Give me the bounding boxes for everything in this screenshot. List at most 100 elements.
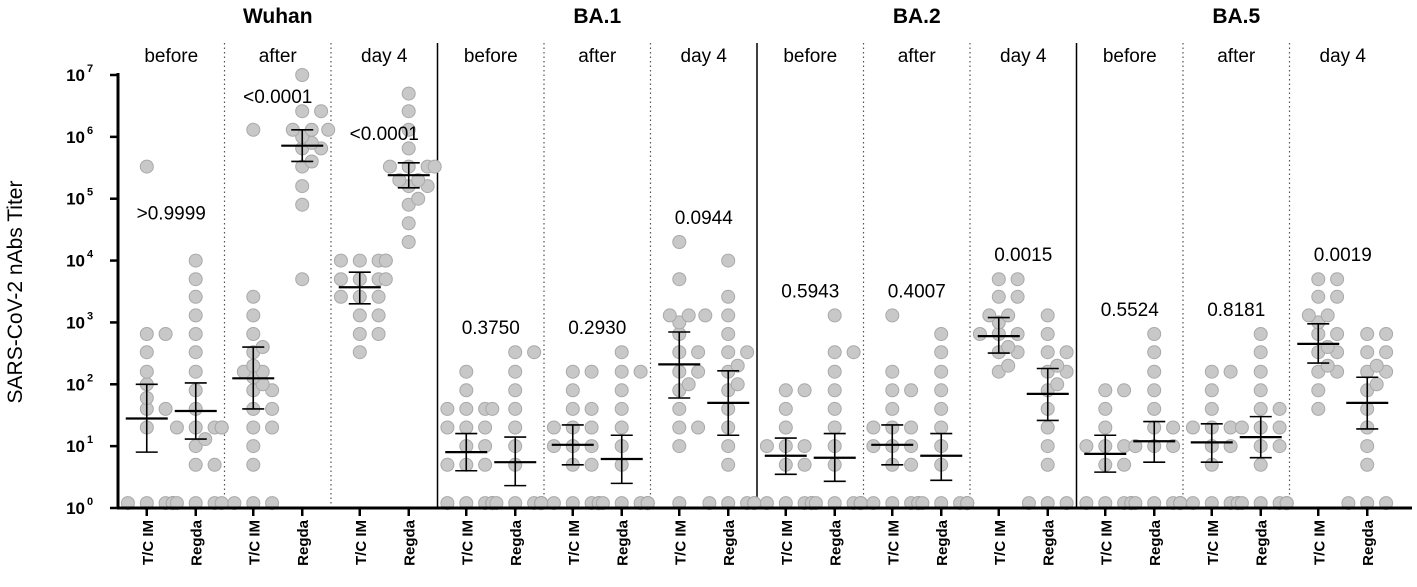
- data-point: [1040, 327, 1055, 341]
- data-point: [207, 457, 222, 472]
- data-point: [1330, 327, 1345, 341]
- data-point: [885, 401, 900, 416]
- data-point: [827, 401, 842, 416]
- data-point: [246, 308, 261, 323]
- data-point: [508, 364, 523, 379]
- data-point: [485, 401, 500, 416]
- group-label: Regda: [721, 519, 738, 566]
- data-point: [246, 289, 261, 304]
- data-point: [440, 401, 455, 416]
- data-point: [672, 235, 687, 249]
- data-point: [1253, 364, 1268, 379]
- data-point: [188, 345, 203, 360]
- group-label: T/C IM: [885, 520, 902, 565]
- timepoint-label: after: [1217, 46, 1256, 67]
- data-point: [730, 358, 745, 373]
- data-point: [691, 345, 706, 360]
- group-label: Regda: [295, 519, 312, 566]
- data-point: [1320, 340, 1335, 354]
- data-point: [295, 104, 310, 119]
- data-point: [1234, 496, 1249, 511]
- data-point: [721, 439, 736, 454]
- p-value-label: >0.9999: [137, 204, 206, 225]
- p-value-label: 0.5524: [1101, 300, 1160, 321]
- data-point: [672, 439, 687, 454]
- data-point: [158, 327, 173, 341]
- data-point: [314, 104, 329, 119]
- data-point: [139, 364, 154, 379]
- y-tick-label-base: 10: [66, 66, 85, 85]
- p-value-label: 0.2930: [568, 318, 626, 339]
- data-point: [440, 496, 455, 511]
- data-point: [1369, 358, 1384, 373]
- data-point: [778, 383, 793, 398]
- data-point: [1010, 327, 1025, 341]
- data-point: [904, 439, 919, 454]
- data-point: [139, 327, 154, 341]
- y-tick-label-base: 10: [66, 128, 85, 147]
- data-point: [1050, 377, 1065, 392]
- p-value-label: <0.0001: [243, 87, 312, 108]
- timepoint-label: after: [578, 46, 617, 67]
- data-point: [1204, 364, 1219, 379]
- data-point: [508, 345, 523, 360]
- data-point: [934, 420, 949, 435]
- group-label: Regda: [1041, 519, 1058, 566]
- data-point: [721, 253, 736, 268]
- data-point: [459, 420, 474, 435]
- y-axis-title-group: SARS-CoV-2 nAbs Titer: [4, 181, 27, 404]
- data-point: [702, 496, 717, 511]
- data-point: [827, 420, 842, 435]
- group-label: Regda: [615, 519, 632, 566]
- data-point: [1253, 457, 1268, 472]
- data-point: [614, 401, 629, 416]
- data-point: [1128, 496, 1143, 511]
- y-tick-label-exponent: 2: [87, 372, 93, 384]
- data-point: [1010, 272, 1025, 287]
- data-point: [188, 364, 203, 379]
- data-point: [1369, 377, 1384, 392]
- data-point: [614, 364, 629, 379]
- data-point: [1166, 439, 1181, 454]
- data-point: [508, 420, 523, 435]
- data-point: [1204, 401, 1219, 416]
- data-point: [866, 420, 881, 435]
- data-point: [1341, 496, 1356, 511]
- variant-title: BA.2: [893, 5, 941, 28]
- data-point: [1001, 340, 1016, 354]
- data-point: [1311, 383, 1326, 398]
- data-point: [401, 122, 416, 137]
- data-point: [827, 383, 842, 398]
- data-point: [934, 345, 949, 360]
- data-point: [1360, 327, 1375, 341]
- group-label: Regda: [1147, 519, 1164, 566]
- data-point: [546, 420, 561, 435]
- mean-error-bars: [125, 129, 1389, 487]
- group-label: T/C IM: [672, 520, 689, 565]
- data-point: [915, 496, 930, 511]
- data-point: [1301, 308, 1316, 323]
- data-point: [188, 308, 203, 323]
- data-point: [1147, 364, 1162, 379]
- data-point: [478, 420, 493, 435]
- data-point: [508, 383, 523, 398]
- data-point: [904, 457, 919, 472]
- data-point: [1379, 327, 1394, 341]
- timepoint-label: day 4: [681, 46, 728, 67]
- data-point: [295, 68, 310, 82]
- data-point: [378, 253, 393, 268]
- data-point: [972, 327, 987, 341]
- data-point: [333, 272, 348, 287]
- data-point: [1223, 364, 1238, 379]
- group-label: T/C IM: [140, 520, 157, 565]
- data-point: [904, 383, 919, 398]
- data-point: [352, 345, 367, 360]
- data-point: [120, 496, 135, 511]
- data-point: [691, 420, 706, 435]
- data-point: [411, 191, 426, 206]
- data-point: [1040, 439, 1055, 454]
- group-label: Regda: [1360, 519, 1377, 566]
- data-point: [246, 457, 261, 472]
- data-point: [1253, 345, 1268, 360]
